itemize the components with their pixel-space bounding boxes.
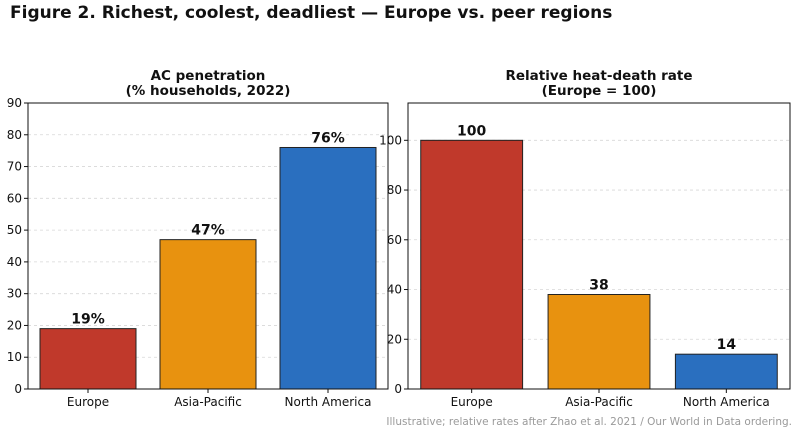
y-tick-label: 90 [7, 96, 22, 110]
y-tick-label: 80 [387, 183, 402, 197]
chart-title-line: AC penetration [151, 68, 266, 84]
y-tick-label: 100 [379, 133, 402, 147]
y-tick-label: 0 [394, 382, 402, 396]
x-tick-label: Asia-Pacific [174, 395, 242, 409]
data-label: 47% [191, 223, 225, 239]
data-label: 14 [717, 337, 737, 353]
data-label: 19% [71, 312, 105, 328]
bar [279, 146, 377, 390]
data-label: 76% [311, 130, 345, 146]
y-tick-label: 40 [7, 255, 22, 269]
bar [674, 353, 778, 390]
chart-panel-1: AC penetration(% households, 2022) 0 10 20 3… [7, 68, 389, 409]
x-tick-label: North America [285, 395, 372, 409]
chart-title-line: (Europe = 100) [542, 83, 657, 99]
bar [420, 139, 524, 390]
x-tick-label: Asia-Pacific [565, 395, 633, 409]
data-label: 38 [589, 277, 608, 293]
chart-panel-2: Relative heat-death rate(Europe = 100) 0 2… [379, 68, 791, 409]
y-tick-label: 50 [7, 223, 22, 237]
y-tick-label: 30 [7, 287, 22, 301]
bar [39, 328, 137, 390]
y-tick-label: 40 [387, 283, 402, 297]
y-tick-label: 70 [7, 160, 22, 174]
x-tick-label: Europe [67, 395, 109, 409]
y-tick-label: 80 [7, 128, 22, 142]
x-tick-label: North America [683, 395, 770, 409]
axes-frame [407, 102, 791, 390]
chart-title-line: Relative heat-death rate [505, 68, 692, 84]
y-tick-label: 60 [7, 191, 22, 205]
figure-title: Figure 2. Richest, coolest, deadliest — … [10, 3, 613, 23]
axes-frame [27, 102, 389, 390]
bar [547, 293, 651, 390]
chart-title-line: (% households, 2022) [126, 83, 291, 99]
y-tick-label: 10 [7, 350, 22, 364]
data-label: 100 [457, 123, 486, 139]
y-tick-label: 20 [7, 318, 22, 332]
y-tick-label: 60 [387, 233, 402, 247]
bar [159, 239, 257, 390]
x-tick-label: Europe [451, 395, 493, 409]
y-tick-label: 0 [14, 382, 22, 396]
y-tick-label: 20 [387, 332, 402, 346]
footnote: Illustrative; relative rates after Zhao … [386, 416, 792, 428]
